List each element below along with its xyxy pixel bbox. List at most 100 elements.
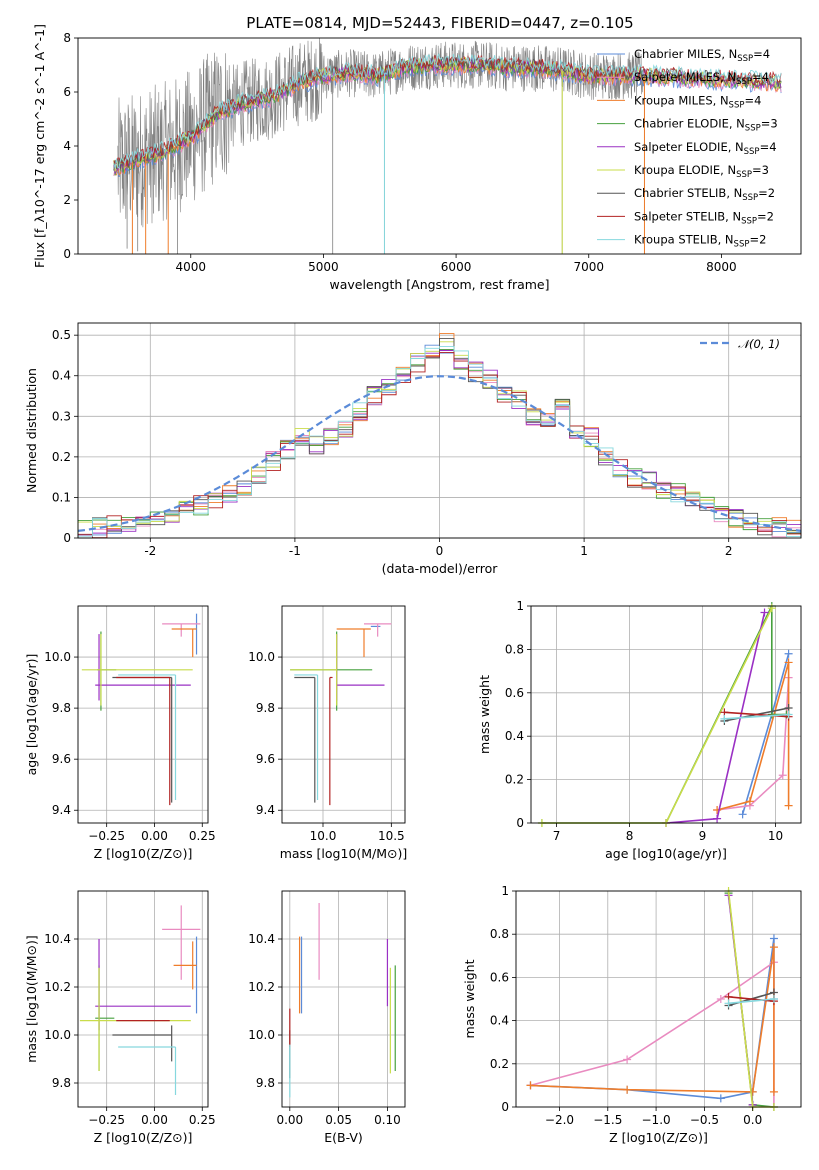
errorbar-salpeter-elodie xyxy=(336,634,385,701)
y-tick-label: 0.6 xyxy=(490,970,509,984)
y-tick-label: 9.8 xyxy=(256,701,275,715)
series-line xyxy=(530,938,775,1100)
x-tick-label: 6000 xyxy=(441,260,472,274)
series-marker xyxy=(623,1055,632,1064)
axes-mass-age: 10.0 10.5 9.4 9.6 9.8 10.0 mass [log10(M/M⊙)] xyxy=(248,605,408,861)
plot-area-EBV-mass xyxy=(289,903,396,1098)
series-marker xyxy=(623,1085,632,1094)
x-tick-label: 0 xyxy=(436,544,444,558)
y-axis-label: age [log10(age/yr)] xyxy=(24,654,39,776)
legend-label: Kroupa ELODIE, NSSP=3 xyxy=(634,163,769,180)
series-marker xyxy=(778,771,787,780)
y-axis-label: mass weight xyxy=(462,959,477,1038)
errorbar-salpeter-miles xyxy=(364,623,392,637)
plot-area-residuals xyxy=(77,333,802,539)
x-tick-label: 7000 xyxy=(573,260,604,274)
y-tick-label: 10.2 xyxy=(248,980,275,994)
y-axis-label: Flux [f_λ10^-17 erg cm^-2 s^-1 A^-1] xyxy=(32,24,47,268)
series-marker xyxy=(724,999,733,1008)
x-tick-label: 1 xyxy=(580,544,588,558)
y-tick-label: 1 xyxy=(516,599,524,613)
legend-label: 𝒩(0, 1) xyxy=(738,337,780,351)
y-tick-label: 10.4 xyxy=(248,932,275,946)
series-salpeter-miles xyxy=(526,958,778,1111)
y-tick-label: 0.2 xyxy=(490,1057,509,1071)
plot-area-spectrum xyxy=(113,38,782,254)
errorbar-kroupa-stelib xyxy=(294,674,319,801)
x-axis-label: Z [log10(Z/Z⊙)] xyxy=(609,1130,708,1145)
x-tick-label: 10.0 xyxy=(310,829,337,843)
series-line xyxy=(716,677,790,811)
y-tick-label: 8 xyxy=(63,31,71,45)
x-tick-label: −2.0 xyxy=(545,1113,574,1127)
x-tick-label: 0.10 xyxy=(374,1113,401,1127)
x-tick-label: 0.0 xyxy=(743,1113,762,1127)
errorbar-salpeter-miles xyxy=(162,905,201,980)
series-marker xyxy=(769,995,778,1003)
axes-frame xyxy=(77,322,802,539)
y-tick-label: 10.2 xyxy=(44,980,71,994)
model-kroupa-stelib xyxy=(113,52,782,169)
errorbar-salpeter-stelib xyxy=(329,676,333,806)
x-axis-label: Z [log10(Z/Z⊙)] xyxy=(94,1130,193,1145)
series-marker xyxy=(784,658,793,667)
axes-frame xyxy=(77,890,209,1108)
x-tick-label: −0.25 xyxy=(88,829,125,843)
x-axis-label: (data-model)/error xyxy=(382,561,499,576)
x-axis-label: E(B-V) xyxy=(324,1130,363,1145)
errorbar-chabrier-stelib xyxy=(112,676,173,803)
series-marker xyxy=(716,995,725,1003)
x-tick-label: 2 xyxy=(725,544,733,558)
legend-label: Salpeter ELODIE, NSSP=4 xyxy=(634,140,777,157)
y-tick-label: 9.6 xyxy=(256,752,275,766)
series-line xyxy=(728,998,774,1005)
x-tick-label: 0.00 xyxy=(141,1113,168,1127)
x-tick-label: 10.5 xyxy=(378,829,405,843)
legend-label: Kroupa MILES, NSSP=4 xyxy=(634,93,761,110)
x-tick-label: 9 xyxy=(699,829,707,843)
series-marker xyxy=(769,1087,778,1096)
plot-area-Z-mass xyxy=(79,905,201,1095)
axes-frame xyxy=(281,605,406,824)
plot-area-Z-massweight xyxy=(526,887,778,1111)
series-marker xyxy=(769,943,778,952)
x-tick-label: 10 xyxy=(768,829,783,843)
series-line xyxy=(716,662,790,811)
x-tick-label: 8 xyxy=(626,829,634,843)
axes-Z-massweight: −2.0 −1.5 −1.0 −0.5 0.0 0 0.2 0.4 0.6 0.8 1 Z [log1… xyxy=(462,884,802,1145)
series-marker xyxy=(745,797,754,806)
axes-residuals: -2 -1 0 1 2 0 0.1 0.2 0.3 0.4 0.5 (data-model)/erro… xyxy=(24,322,802,576)
errorbar-salpeter-stelib xyxy=(116,676,171,806)
x-axis-label: mass [log10(M/M⊙)] xyxy=(280,846,408,861)
legend-label: Chabrier STELIB, NSSP=2 xyxy=(634,186,775,203)
y-tick-label: 9.4 xyxy=(256,803,275,817)
y-tick-label: 0.8 xyxy=(505,642,524,656)
x-tick-label: 0.25 xyxy=(189,829,216,843)
x-tick-label: 0.00 xyxy=(141,829,168,843)
y-tick-label: 0 xyxy=(63,247,71,261)
y-tick-label: 0.8 xyxy=(490,927,509,941)
figure-title: PLATE=0814, MJD=52443, FIBERID=0447, z=0… xyxy=(246,14,633,32)
y-tick-label: 0.3 xyxy=(52,409,71,423)
errorbar-chabrier-stelib xyxy=(112,1025,173,1062)
x-tick-label: 5000 xyxy=(308,260,339,274)
series-marker xyxy=(713,814,722,823)
series-line xyxy=(530,960,775,1107)
x-tick-label: −1.0 xyxy=(642,1113,671,1127)
y-tick-label: 10.0 xyxy=(248,650,275,664)
y-tick-label: 0.5 xyxy=(52,328,71,342)
y-tick-label: 0 xyxy=(516,816,524,830)
series-kroupa-stelib xyxy=(720,710,793,723)
gaussian-curve xyxy=(77,375,802,532)
x-tick-label: −0.25 xyxy=(88,1113,125,1127)
y-tick-label: 0 xyxy=(501,1100,509,1114)
axes-Z-age: −0.25 0.00 0.25 9.4 9.6 9.8 10.0 Z [log10(Z/Z⊙)… xyxy=(24,605,216,861)
legend-label: Salpeter STELIB, NSSP=2 xyxy=(634,209,774,226)
series-kroupa-miles xyxy=(526,943,778,1096)
y-tick-label: 9.6 xyxy=(52,752,71,766)
series-marker xyxy=(760,608,769,617)
x-axis-label: wavelength [Angstrom, rest frame] xyxy=(329,277,549,292)
x-tick-label: -1 xyxy=(289,544,301,558)
y-tick-label: 10.0 xyxy=(44,650,71,664)
